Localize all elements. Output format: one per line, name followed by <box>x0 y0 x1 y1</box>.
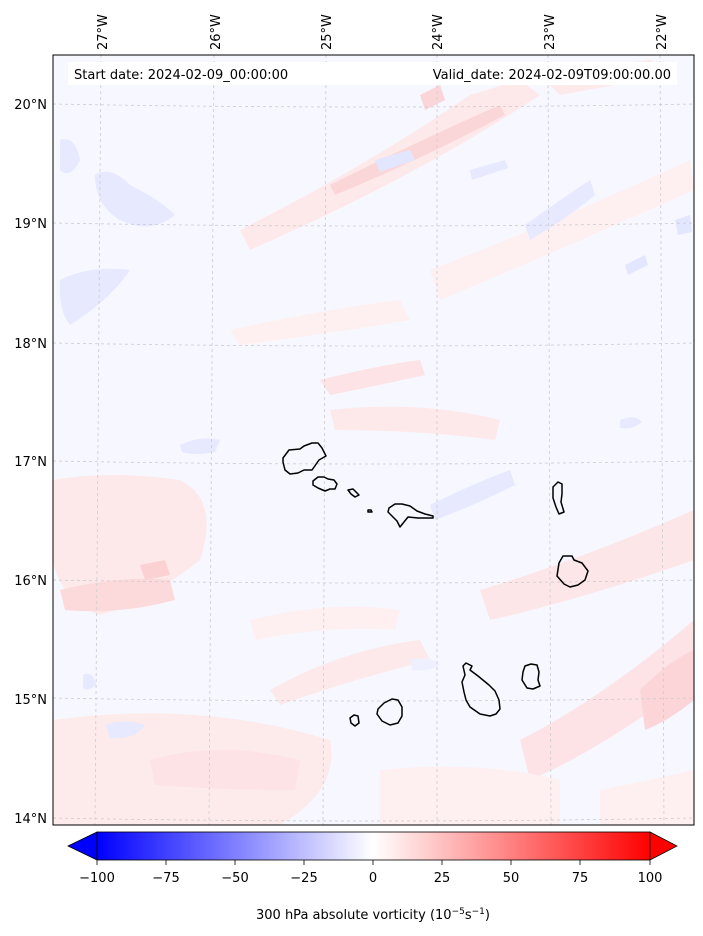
lon-label-25w: 25°W <box>320 14 335 50</box>
parallel-15n <box>53 697 694 702</box>
parallel-19n <box>53 222 694 227</box>
meridian-22w <box>659 55 665 825</box>
lat-label-16n: 16°N <box>14 574 47 589</box>
latitude-axis: 20°N 19°N 18°N 17°N 16°N 15°N 14°N <box>14 98 47 827</box>
negative-vorticity-patch <box>95 171 175 227</box>
colorbar-tick-label: −100 <box>79 871 115 886</box>
negative-vorticity-patch <box>620 417 642 429</box>
colorbar-title-prefix: 300 hPa absolute vorticity (10 <box>256 908 452 923</box>
positive-vorticity-band <box>270 640 430 705</box>
parallel-16n <box>53 579 694 584</box>
lon-label-22w: 22°W <box>655 14 670 50</box>
colorbar-title-suffix: ) <box>485 908 490 923</box>
colorbar-tick-label: 25 <box>434 871 451 886</box>
colorbar-ticks <box>96 860 651 865</box>
vorticity-field <box>53 60 694 825</box>
negative-vorticity-patch <box>470 160 508 180</box>
positive-vorticity-band <box>330 105 505 195</box>
island-sao-vicente <box>312 476 338 492</box>
negative-vorticity-patch <box>59 268 130 325</box>
negative-vorticity-patch <box>675 215 692 235</box>
island-boa-vista <box>556 555 589 588</box>
island-santo-antao <box>282 442 327 475</box>
meridian-27w <box>94 55 102 825</box>
colorbar-extend-min <box>67 831 98 861</box>
negative-vorticity-patch <box>525 180 595 240</box>
coastlines <box>282 442 589 727</box>
positive-vorticity-band <box>150 750 300 790</box>
positive-vorticity-band <box>320 360 425 395</box>
positive-vorticity-band <box>640 650 694 730</box>
colorbar-title-exp2: −1 <box>472 907 485 917</box>
meridian-25w <box>322 55 327 825</box>
colorbar-extend-max <box>649 831 678 861</box>
colorbar-tick-label: −75 <box>152 871 179 886</box>
island-maio <box>521 663 541 690</box>
island-santiago <box>461 662 501 717</box>
header-background <box>68 62 677 85</box>
lon-label-24w: 24°W <box>431 14 446 50</box>
colorbar-title: 300 hPa absolute vorticity (10−5s−1) <box>256 907 490 923</box>
colorbar-tick-label: 75 <box>572 871 589 886</box>
negative-vorticity-patch <box>60 139 80 174</box>
positive-vorticity-band <box>230 300 410 345</box>
lat-label-14n: 14°N <box>14 812 47 827</box>
island-sal <box>552 481 565 515</box>
positive-vorticity-band <box>330 406 500 440</box>
lat-label-19n: 19°N <box>14 217 47 232</box>
colorbar-tick-label: 100 <box>638 871 663 886</box>
positive-vorticity-band <box>60 578 175 612</box>
colorbar-tick-label: 0 <box>369 871 377 886</box>
negative-vorticity-patch <box>410 658 440 671</box>
negative-vorticity-patch <box>625 255 648 275</box>
colorbar-tick-label: 50 <box>503 871 520 886</box>
parallel-20n <box>53 103 694 108</box>
positive-vorticity-band <box>380 766 560 825</box>
lat-label-15n: 15°N <box>14 693 47 708</box>
positive-vorticity-band <box>140 560 170 580</box>
negative-vorticity-patch <box>83 673 96 690</box>
lon-label-27w: 27°W <box>96 14 111 50</box>
colorbar-title-exp1: −5 <box>452 907 465 917</box>
lon-label-26w: 26°W <box>209 14 224 50</box>
valid-date-label: Valid_date: 2024-02-09T09:00:00.00 <box>433 68 671 83</box>
island-brava <box>349 714 360 727</box>
island-santa-luzia <box>347 488 360 498</box>
positive-vorticity-band <box>420 85 445 110</box>
colorbar: −100 −75 −50 −25 0 25 50 75 100 300 hPa … <box>67 831 678 923</box>
island-sao-nicolau <box>387 503 434 528</box>
positive-vorticity-band <box>480 510 694 620</box>
parallel-18n <box>53 342 694 347</box>
positive-vorticity-band <box>430 160 694 300</box>
lat-label-20n: 20°N <box>14 98 47 113</box>
positive-vorticity-band <box>520 620 694 780</box>
colorbar-tick-label: −50 <box>221 871 248 886</box>
start-date-label: Start date: 2024-02-09_00:00:00 <box>74 68 288 83</box>
negative-vorticity-patch <box>105 721 145 739</box>
meridian-23w <box>547 55 552 825</box>
lon-label-23w: 23°W <box>543 14 558 50</box>
colorbar-tick-label: −25 <box>290 871 317 886</box>
colorbar-gradient <box>96 831 651 861</box>
island-fogo <box>376 698 403 726</box>
negative-vorticity-patch <box>430 470 515 520</box>
parallel-14n <box>53 817 694 822</box>
meridian-26w <box>208 55 215 825</box>
lat-label-17n: 17°N <box>14 455 47 470</box>
parallel-17n <box>53 460 694 465</box>
islet-ilheu <box>367 509 373 513</box>
negative-vorticity-patch <box>180 438 220 454</box>
colorbar-title-mid: s <box>465 908 472 923</box>
map-panel: Start date: 2024-02-09_00:00:00 Valid_da… <box>52 54 695 826</box>
positive-vorticity-band <box>250 606 400 640</box>
longitude-axis: 27°W 26°W 25°W 24°W 23°W 22°W <box>96 14 670 50</box>
lat-label-18n: 18°N <box>14 337 47 352</box>
positive-vorticity-band <box>600 770 694 825</box>
map-frame <box>52 54 695 826</box>
graticule <box>53 55 694 825</box>
negative-vorticity-patch <box>375 150 415 172</box>
